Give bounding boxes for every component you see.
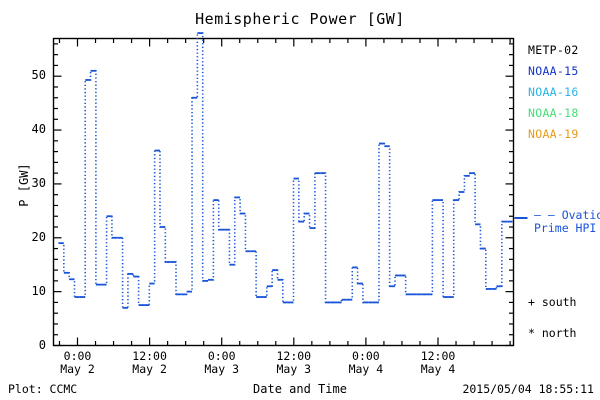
axis-ticks	[53, 38, 514, 347]
x-tick-date: May 2	[60, 361, 95, 376]
footer-plot-source: Plot: CCMC	[8, 382, 78, 396]
x-tick-date: May 3	[276, 361, 312, 376]
x-tick-time: 0:00	[63, 349, 92, 363]
x-tick-time: 12:00	[276, 349, 312, 363]
page-title: Hemispheric Power [GW]	[195, 10, 405, 28]
ovation-hpi-series	[58, 32, 513, 309]
x-tick-label: 0:00 May 2	[38, 350, 118, 375]
series-step-path	[58, 32, 513, 309]
x-tick-label: 12:00 May 2	[110, 350, 190, 375]
y-tick-label: 0	[38, 337, 46, 352]
y-tick-label: 30	[31, 175, 46, 190]
legend-satellite-noaa-18: NOAA-18	[528, 106, 579, 120]
y-tick-label: 50	[31, 68, 46, 83]
x-tick-time: 0:00	[207, 349, 236, 363]
x-axis-label: Date and Time	[253, 382, 347, 396]
x-tick-label: 12:00 May 4	[398, 350, 478, 375]
x-tick-time: 12:00	[420, 349, 456, 363]
legend-symbol-south: + south	[528, 295, 577, 309]
x-tick-label: 0:00 May 4	[326, 350, 406, 375]
x-tick-date: May 4	[420, 361, 456, 376]
x-tick-label: 0:00 May 3	[182, 350, 262, 375]
x-tick-time: 12:00	[132, 349, 167, 363]
legend-ovation-prime-hpi: — — Ovation Prime HPI	[534, 209, 600, 235]
legend-symbol-north: * north	[528, 326, 577, 340]
legend-satellite-metp-02: METP-02	[528, 43, 579, 57]
legend-satellite-noaa-15: NOAA-15	[528, 64, 579, 78]
x-tick-time: 0:00	[352, 349, 380, 363]
y-tick-label: 10	[31, 283, 46, 298]
x-tick-label: 12:00 May 3	[254, 350, 334, 375]
y-tick-label: 20	[31, 229, 46, 244]
x-tick-date: May 4	[348, 361, 384, 376]
plot-frame	[52, 37, 515, 347]
legend-satellite-noaa-19: NOAA-19	[528, 127, 579, 141]
y-tick-label: 40	[31, 122, 46, 137]
x-tick-date: May 3	[204, 361, 239, 376]
legend-ovation-line1: — — Ovation	[534, 208, 600, 222]
x-tick-date: May 2	[132, 361, 167, 376]
footer-timestamp: 2015/05/04 18:55:11	[462, 382, 594, 396]
legend-satellite-noaa-16: NOAA-16	[528, 85, 579, 99]
legend-ovation-line2: Prime HPI	[534, 221, 597, 235]
